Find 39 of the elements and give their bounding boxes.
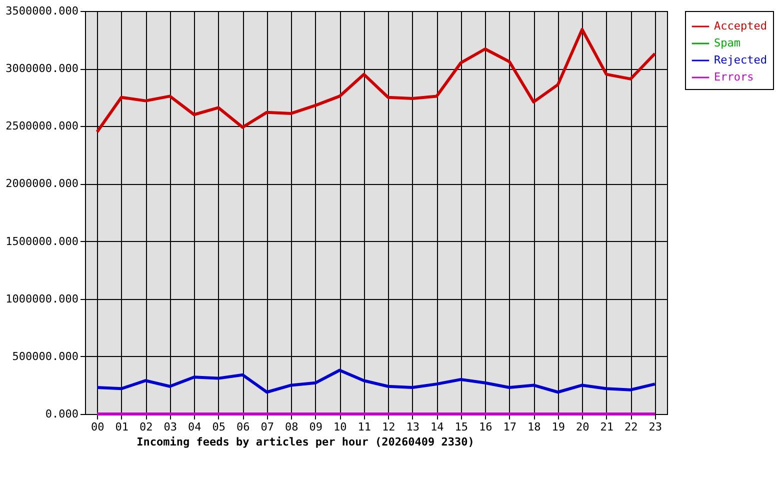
x-tick-label: 05 [212, 420, 226, 434]
y-tick-label: 0.000 [45, 408, 78, 420]
y-tick-label: 2000000.000 [6, 177, 78, 190]
x-tick-label: 19 [552, 420, 565, 434]
x-tick-label: 07 [260, 420, 274, 434]
y-tick-label: 3000000.000 [6, 62, 78, 76]
x-tick-label: 01 [115, 420, 128, 434]
x-tick-label: 00 [91, 420, 104, 434]
x-tick-label: 10 [334, 420, 347, 434]
x-tick-label: 12 [382, 420, 396, 434]
x-tick-label: 20 [576, 420, 590, 434]
x-tick-label: 03 [164, 420, 177, 434]
x-tick-label: 23 [648, 420, 662, 434]
x-axis-title: Incoming feeds by articles per hour (20260409 2330) [136, 436, 474, 448]
y-tick-label: 1000000.000 [6, 292, 78, 306]
x-tick-label: 06 [236, 420, 250, 434]
legend-label: Spam [714, 36, 741, 50]
legend-label: Accepted [714, 20, 767, 32]
x-tick-label: 11 [358, 420, 371, 434]
x-tick-label: 15 [454, 420, 468, 434]
x-tick-label: 09 [309, 420, 322, 434]
line-series [96, 28, 656, 134]
x-tick-label: 18 [528, 420, 541, 434]
y-tick-label: 500000.000 [12, 350, 78, 363]
x-tick-label: 22 [624, 420, 638, 434]
line-series [96, 368, 656, 394]
y-tick-label: 3500000.000 [6, 4, 78, 18]
x-tick-label: 16 [479, 420, 492, 434]
x-tick-label: 14 [430, 420, 444, 434]
y-tick-label: 1500000.000 [6, 234, 78, 248]
x-tick-label: 08 [285, 420, 298, 434]
x-tick-label: 17 [503, 420, 516, 434]
y-tick-label: 2500000.000 [6, 120, 78, 133]
legend-label: Errors [714, 70, 754, 84]
x-tick-label: 02 [140, 420, 153, 434]
x-tick-label: 13 [406, 420, 420, 434]
x-tick-label: 21 [600, 420, 614, 434]
legend-label: Rejected [714, 54, 767, 66]
x-tick-label: 04 [188, 420, 202, 434]
